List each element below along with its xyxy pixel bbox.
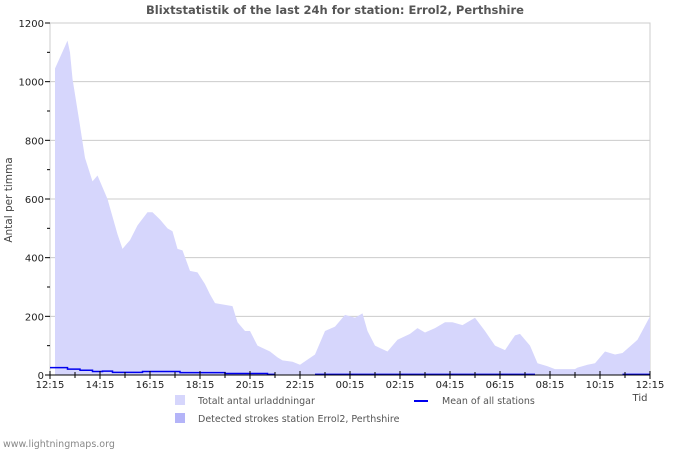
legend-label-total: Totalt antal urladdningar bbox=[197, 396, 315, 407]
legend-swatch-total bbox=[175, 395, 185, 405]
y-tick-label: 1200 bbox=[19, 19, 44, 30]
y-tick-label: 0 bbox=[38, 371, 44, 382]
x-tick-label: 04:15 bbox=[436, 380, 465, 391]
legend-swatch-detected bbox=[175, 413, 185, 423]
y-tick-label: 1000 bbox=[19, 78, 44, 89]
x-tick-label: 20:15 bbox=[236, 380, 265, 391]
x-axis-label: Tid bbox=[632, 393, 648, 404]
x-tick-label: 02:15 bbox=[386, 380, 415, 391]
x-tick-label: 16:15 bbox=[136, 380, 165, 391]
x-tick-label: 12:15 bbox=[636, 380, 665, 391]
x-tick-label: 08:15 bbox=[536, 380, 565, 391]
y-axis-label: Antal per timma bbox=[3, 157, 15, 242]
x-tick-label: 22:15 bbox=[286, 380, 315, 391]
legend: Totalt antal urladdningar Detected strok… bbox=[175, 395, 535, 425]
x-tick-label: 06:15 bbox=[486, 380, 515, 391]
x-tick-label: 12:15 bbox=[36, 380, 65, 391]
x-tick-label: 10:15 bbox=[586, 380, 615, 391]
chart-title: Blixtstatistik of the last 24h for stati… bbox=[146, 3, 524, 17]
series-total-area bbox=[55, 40, 650, 375]
legend-label-mean: Mean of all stations bbox=[442, 396, 535, 407]
x-tick-label: 14:15 bbox=[86, 380, 115, 391]
footer-credit: www.lightningmaps.org bbox=[3, 439, 115, 450]
y-tick-label: 800 bbox=[25, 136, 44, 147]
y-tick-label: 400 bbox=[25, 254, 44, 265]
y-tick-label: 200 bbox=[25, 312, 44, 323]
legend-label-detected: Detected strokes station Errol2, Perthsh… bbox=[198, 414, 400, 425]
y-tick-label: 600 bbox=[25, 195, 44, 206]
x-tick-label: 00:15 bbox=[336, 380, 365, 391]
x-tick-label: 18:15 bbox=[186, 380, 215, 391]
